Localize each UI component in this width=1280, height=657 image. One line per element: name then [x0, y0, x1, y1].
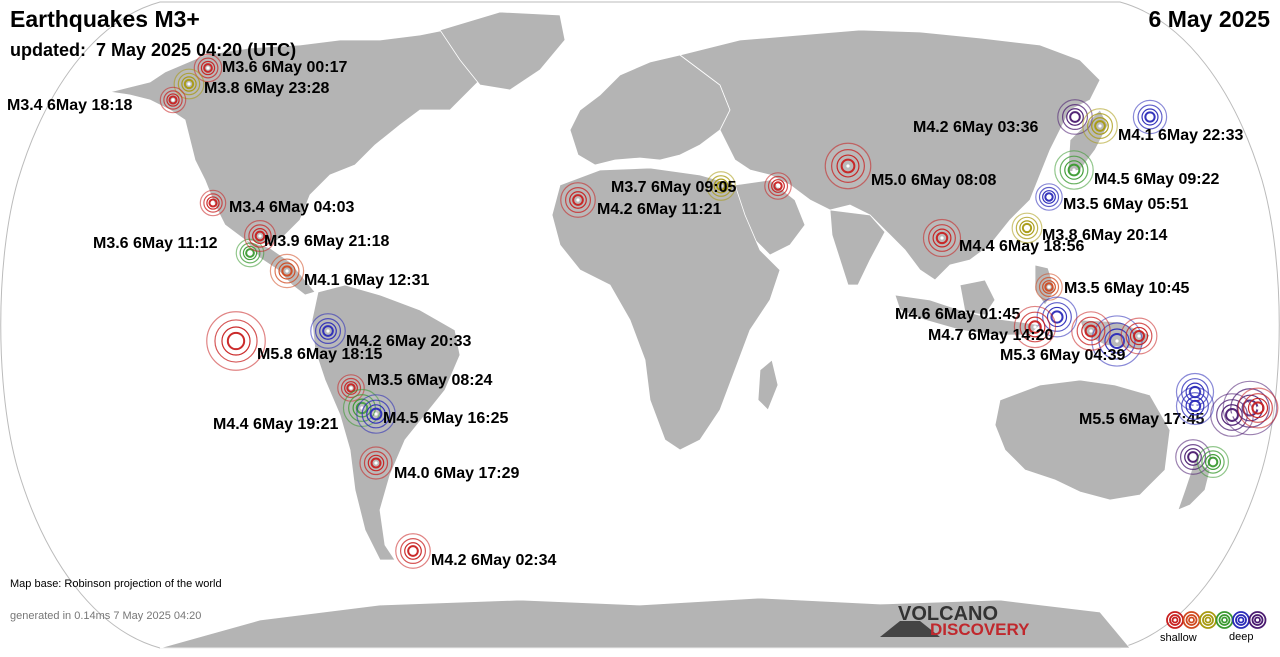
quake-label: M3.8 6May 20:14 — [1042, 227, 1168, 244]
volcano-icon — [880, 621, 940, 637]
quake-marker[interactable] — [1013, 305, 1057, 349]
quake-label: M4.1 6May 22:33 — [1118, 127, 1244, 144]
greenland — [439, 11, 566, 91]
quake-marker[interactable] — [560, 182, 596, 218]
quake-marker[interactable] — [1035, 273, 1063, 301]
indonesia — [894, 294, 1041, 336]
quake-label: M4.4 6May 19:21 — [213, 416, 339, 433]
quake-label: M3.8 6May 23:28 — [204, 80, 330, 97]
legend-deep-label: deep — [1229, 631, 1254, 643]
borneo — [959, 279, 996, 316]
madagascar — [757, 359, 779, 411]
quake-label: M4.7 6May 14:20 — [928, 327, 1054, 344]
quake-marker[interactable] — [269, 253, 305, 289]
quake-label: M5.3 6May 04:39 — [1000, 347, 1126, 364]
quake-label: M4.2 6May 20:33 — [346, 333, 472, 350]
quake-label: M4.1 6May 12:31 — [304, 272, 430, 289]
quake-marker[interactable] — [1071, 311, 1111, 351]
quake-marker[interactable] — [206, 311, 266, 371]
quake-label: M4.6 6May 01:45 — [895, 306, 1021, 323]
quake-label: M4.2 6May 11:21 — [597, 201, 722, 218]
quake-marker[interactable] — [1175, 386, 1215, 426]
quake-marker[interactable] — [199, 189, 227, 217]
legend-swatch — [1199, 611, 1217, 629]
quake-marker[interactable] — [1237, 387, 1279, 429]
quake-marker[interactable] — [1082, 108, 1118, 144]
quake-label: M5.8 6May 18:15 — [257, 346, 383, 363]
quake-label: M3.7 6May 09:05 — [611, 179, 737, 196]
map-base-note: Map base: Robinson projection of the wor… — [10, 578, 222, 590]
page-title: Earthquakes M3+ — [10, 6, 200, 32]
quake-marker[interactable] — [395, 533, 431, 569]
quake-label: M3.9 6May 21:18 — [264, 233, 390, 250]
quake-marker[interactable] — [359, 446, 393, 480]
quake-label: M4.4 6May 18:56 — [959, 238, 1085, 255]
legend-swatch — [1166, 611, 1184, 629]
legend-swatch — [1232, 611, 1250, 629]
land-masses — [109, 11, 1211, 649]
quake-label: M3.4 6May 04:03 — [229, 199, 355, 216]
updated-timestamp: updated: 7 May 2025 04:20 (UTC) — [10, 40, 297, 60]
quake-marker[interactable] — [764, 172, 792, 200]
quake-marker[interactable] — [1054, 150, 1094, 190]
quake-marker[interactable] — [1035, 183, 1063, 211]
australia — [994, 379, 1171, 501]
quake-label: M4.2 6May 02:34 — [431, 552, 557, 569]
quake-label: M3.4 6May 18:18 — [7, 97, 133, 114]
asia — [679, 29, 1101, 281]
quake-marker[interactable] — [1120, 317, 1158, 355]
volcano-discovery-logo[interactable]: VOLCANO DISCOVERY — [880, 603, 1040, 643]
legend-swatch — [1248, 611, 1267, 629]
quake-label: M3.5 6May 08:24 — [367, 372, 493, 389]
quake-marker[interactable] — [243, 219, 277, 253]
legend-shallow-label: shallow — [1160, 632, 1197, 644]
quake-label: M4.0 6May 17:29 — [394, 465, 520, 482]
quake-label: M5.5 6May 17:45 — [1079, 411, 1205, 428]
quake-marker[interactable] — [1175, 439, 1211, 475]
quake-label: M3.5 6May 05:51 — [1063, 196, 1189, 213]
quake-marker[interactable] — [1011, 212, 1043, 244]
legend-swatch — [1215, 611, 1234, 629]
quake-marker[interactable] — [356, 394, 396, 434]
quake-marker[interactable] — [706, 171, 736, 201]
quake-label: M3.6 6May 11:12 — [93, 235, 218, 252]
quake-marker[interactable] — [1210, 393, 1254, 437]
generated-note: generated in 0.14ms 7 May 2025 04:20 — [10, 610, 202, 622]
quake-label: M4.2 6May 03:36 — [913, 119, 1039, 136]
map-date: 6 May 2025 — [1148, 6, 1270, 32]
quake-label: M3.5 6May 10:45 — [1064, 280, 1190, 297]
logo-text-top: VOLCANO — [898, 603, 998, 625]
india — [829, 209, 886, 286]
south-america — [311, 284, 461, 561]
depth-legend — [1166, 611, 1267, 629]
quake-marker[interactable] — [310, 313, 346, 349]
quake-marker[interactable] — [1132, 99, 1168, 135]
quake-label: M5.0 6May 08:08 — [871, 172, 997, 189]
quake-label: M4.5 6May 09:22 — [1094, 171, 1220, 188]
quake-marker[interactable] — [159, 86, 187, 114]
quake-marker[interactable] — [824, 142, 872, 190]
quake-marker[interactable] — [922, 218, 962, 258]
logo-text-bottom: DISCOVERY — [930, 620, 1030, 639]
quake-marker[interactable] — [1196, 445, 1230, 479]
quake-label: M3.6 6May 00:17 — [222, 59, 348, 76]
quake-label: M4.5 6May 16:25 — [383, 410, 509, 427]
earthquake-markers: M3.6 6May 00:17 M3.8 6May 23:28 M3.4 6May … — [7, 53, 1279, 569]
legend-swatch — [1182, 611, 1201, 629]
